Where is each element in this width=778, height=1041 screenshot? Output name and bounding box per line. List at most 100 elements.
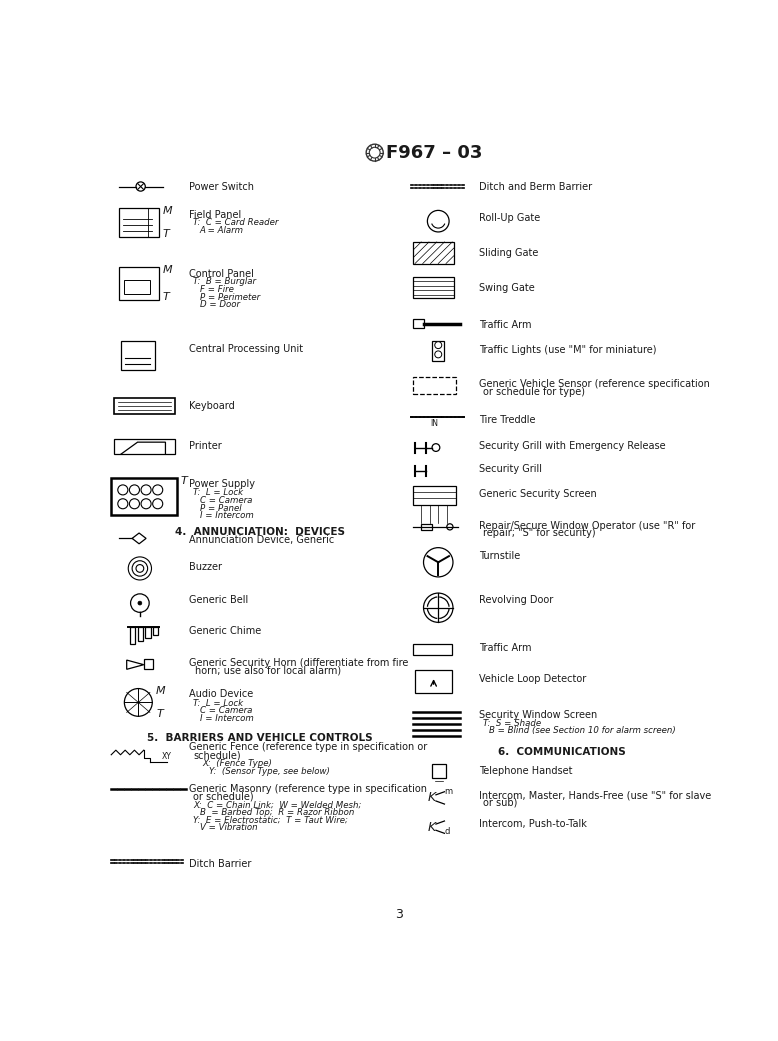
Bar xyxy=(144,659,153,668)
Circle shape xyxy=(141,499,151,509)
Circle shape xyxy=(432,443,440,452)
Text: A = Alarm: A = Alarm xyxy=(199,226,244,235)
Text: X:  C = Chain Link;  W = Welded Mesh;: X: C = Chain Link; W = Welded Mesh; xyxy=(194,801,362,809)
Circle shape xyxy=(117,499,128,509)
Circle shape xyxy=(131,593,149,612)
Circle shape xyxy=(435,341,442,349)
Text: Field Panel: Field Panel xyxy=(189,209,241,220)
Circle shape xyxy=(129,499,139,509)
Text: Audio Device: Audio Device xyxy=(189,689,253,700)
Bar xyxy=(119,268,159,300)
Text: C = Camera: C = Camera xyxy=(199,706,252,715)
Text: Generic Chime: Generic Chime xyxy=(189,627,261,636)
Text: M: M xyxy=(163,265,172,276)
Bar xyxy=(432,764,446,778)
Circle shape xyxy=(128,557,152,580)
Text: Traffic Lights (use "M" for miniature): Traffic Lights (use "M" for miniature) xyxy=(478,346,656,355)
Text: T: T xyxy=(156,709,163,719)
Bar xyxy=(413,644,452,655)
Bar xyxy=(432,340,444,360)
Text: Security Window Screen: Security Window Screen xyxy=(478,710,597,720)
Circle shape xyxy=(136,564,144,573)
Text: Telephone Handset: Telephone Handset xyxy=(478,766,572,777)
Text: Power Switch: Power Switch xyxy=(189,181,254,192)
Text: IN: IN xyxy=(430,420,438,428)
Text: XY: XY xyxy=(162,752,171,761)
Text: Security Grill: Security Grill xyxy=(478,463,541,474)
Bar xyxy=(138,627,143,641)
Text: Swing Gate: Swing Gate xyxy=(478,283,534,293)
Text: I = Intercom: I = Intercom xyxy=(199,714,254,722)
Text: or schedule): or schedule) xyxy=(194,792,254,802)
Text: C = Camera: C = Camera xyxy=(199,497,252,505)
Circle shape xyxy=(366,144,384,161)
Text: Generic Fence (reference type in specification or: Generic Fence (reference type in specifi… xyxy=(189,742,427,753)
Text: I = Intercom: I = Intercom xyxy=(199,511,254,520)
Text: Buzzer: Buzzer xyxy=(189,561,222,572)
Text: Control Panel: Control Panel xyxy=(189,269,254,279)
Circle shape xyxy=(152,499,163,509)
Text: Turnstile: Turnstile xyxy=(478,551,520,561)
Circle shape xyxy=(370,147,380,158)
Circle shape xyxy=(117,485,128,494)
Text: P = Panel: P = Panel xyxy=(199,504,241,513)
Text: Revolving Door: Revolving Door xyxy=(478,594,553,605)
Bar xyxy=(415,670,452,693)
Circle shape xyxy=(141,485,151,494)
Bar xyxy=(114,399,175,413)
Bar xyxy=(421,524,432,530)
Text: or sub): or sub) xyxy=(483,797,517,808)
Text: Security Grill with Emergency Release: Security Grill with Emergency Release xyxy=(478,440,665,451)
Circle shape xyxy=(132,561,148,576)
Circle shape xyxy=(138,601,142,605)
Text: V = Vibration: V = Vibration xyxy=(199,823,258,833)
Bar xyxy=(413,486,456,505)
Text: Ditch Barrier: Ditch Barrier xyxy=(189,859,251,869)
Circle shape xyxy=(124,688,152,716)
Text: m: m xyxy=(444,787,453,796)
Text: Tire Treddle: Tire Treddle xyxy=(478,415,535,425)
Text: Generic Security Horn (differentiate from fire: Generic Security Horn (differentiate fro… xyxy=(189,658,408,667)
Text: Ditch and Berm Barrier: Ditch and Berm Barrier xyxy=(478,181,592,192)
Text: T: T xyxy=(181,476,187,486)
Bar xyxy=(153,627,159,635)
Text: F = Fire: F = Fire xyxy=(199,285,233,294)
Text: T:  S = Shade: T: S = Shade xyxy=(483,718,541,728)
Text: Vehicle Loop Detector: Vehicle Loop Detector xyxy=(478,674,586,684)
Text: T: T xyxy=(163,229,169,239)
Text: Annunciation Device, Generic: Annunciation Device, Generic xyxy=(189,535,334,545)
Text: T:  L = Lock: T: L = Lock xyxy=(194,488,244,498)
Text: K: K xyxy=(428,791,436,805)
Circle shape xyxy=(423,593,453,623)
Text: K: K xyxy=(428,820,436,834)
Bar xyxy=(124,280,150,295)
Text: Printer: Printer xyxy=(189,440,222,451)
Text: 4.  ANNUNCIATION:  DEVICES: 4. ANNUNCIATION: DEVICES xyxy=(175,527,345,537)
Bar xyxy=(111,478,177,514)
Text: M: M xyxy=(163,206,172,217)
Text: T:  L = Lock: T: L = Lock xyxy=(194,699,244,708)
Text: schedule): schedule) xyxy=(194,751,241,760)
Text: repair; "S" for security): repair; "S" for security) xyxy=(483,529,596,538)
Text: Traffic Arm: Traffic Arm xyxy=(478,320,531,330)
Text: Sliding Gate: Sliding Gate xyxy=(478,248,538,258)
Bar xyxy=(413,277,454,298)
Text: d: d xyxy=(444,828,450,836)
Text: 6.  COMMUNICATIONS: 6. COMMUNICATIONS xyxy=(499,747,626,757)
Text: Generic Masonry (reference type in specification: Generic Masonry (reference type in speci… xyxy=(189,784,426,794)
Text: T: T xyxy=(163,291,169,302)
Text: 3: 3 xyxy=(394,908,403,920)
Text: B  = Barbed Top;  R = Razor Ribbon: B = Barbed Top; R = Razor Ribbon xyxy=(199,808,354,817)
Circle shape xyxy=(427,210,449,232)
Text: F967 – 03: F967 – 03 xyxy=(386,144,482,161)
Text: Generic Vehicle Sensor (reference specification: Generic Vehicle Sensor (reference specif… xyxy=(478,379,710,389)
Text: D = Door: D = Door xyxy=(199,301,240,309)
Bar xyxy=(119,208,159,237)
Circle shape xyxy=(136,182,145,192)
Text: horn; use also for local alarm): horn; use also for local alarm) xyxy=(195,665,341,676)
Text: Intercom, Master, Hands-Free (use "S" for slave: Intercom, Master, Hands-Free (use "S" fo… xyxy=(478,790,711,801)
Text: Traffic Arm: Traffic Arm xyxy=(478,643,531,653)
Circle shape xyxy=(447,524,453,530)
Bar xyxy=(413,319,424,328)
Bar xyxy=(130,627,135,644)
